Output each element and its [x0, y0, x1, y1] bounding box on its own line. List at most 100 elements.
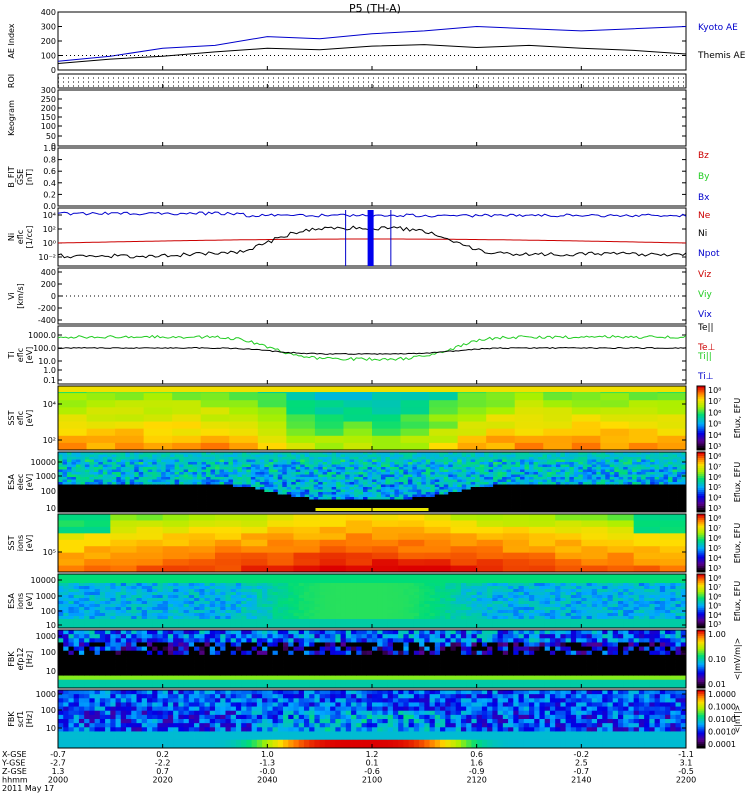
esa-ion-spectrogram-cell [220, 583, 226, 587]
esa-ion-spectrogram-cell [267, 580, 273, 584]
esa-elec-spectrogram-cell [354, 479, 359, 483]
esa-elec-spectrogram-cell [134, 494, 140, 498]
esa-elec-spectrogram-cell [641, 452, 647, 455]
esa-elec-spectrogram-cell [389, 469, 395, 473]
esa-ion-spectrogram-cell [173, 589, 179, 593]
esa-elec-spectrogram-cell [497, 484, 503, 488]
esa-elec-spectrogram-cell [578, 459, 584, 463]
esa-ion-spectrogram-cell [361, 586, 368, 590]
esa-elec-spectrogram-cell [345, 504, 350, 508]
esa-elec-spectrogram-cell [93, 497, 99, 500]
esa-elec-spectrogram-cell [376, 504, 382, 508]
esa-elec-spectrogram-cell [75, 477, 81, 480]
esa-elec-spectrogram-cell [143, 504, 149, 508]
esa-elec-spectrogram-cell [201, 509, 207, 513]
esa-elec-spectrogram-cell [632, 472, 638, 475]
esa-elec-spectrogram-cell [506, 469, 512, 473]
esa-elec-spectrogram-cell [448, 482, 454, 485]
esa-elec-spectrogram-cell [228, 502, 234, 505]
esa-elec-spectrogram-cell [452, 464, 458, 468]
esa-elec-spectrogram-cell [282, 484, 288, 488]
esa-ion-spectrogram-cell [178, 616, 184, 620]
esa-elec-spectrogram-cell [102, 467, 108, 470]
esa-elec-spectrogram-cell [120, 482, 126, 485]
esa-elec-spectrogram-cell [327, 452, 333, 455]
esa-elec-spectrogram-cell [524, 477, 530, 480]
esa-elec-spectrogram-cell [466, 504, 472, 508]
sst-ion-spectrogram-cell [476, 520, 504, 528]
esa-elec-spectrogram-cell [551, 487, 557, 490]
esa-elec-spectrogram-cell [75, 487, 81, 490]
esa-elec-spectrogram-cell [668, 479, 673, 483]
esa-elec-spectrogram-cell [206, 482, 211, 485]
esa-ion-spectrogram-cell [272, 622, 279, 626]
esa-elec-spectrogram-cell [650, 484, 655, 488]
esa-ion-spectrogram-cell [73, 586, 80, 590]
esa-ion-spectrogram-cell [293, 592, 300, 596]
esa-elec-spectrogram-cell [156, 464, 162, 468]
esa-ion-spectrogram-cell [167, 622, 174, 626]
esa-elec-spectrogram-cell [161, 489, 167, 493]
esa-ion-spectrogram-cell [225, 583, 232, 587]
esa-ion-spectrogram-cell [78, 574, 85, 578]
esa-elec-spectrogram-cell [587, 479, 593, 483]
esa-elec-spectrogram-cell [309, 454, 315, 458]
esa-elec-spectrogram-cell [116, 462, 122, 465]
esa-elec-spectrogram-cell [668, 472, 673, 475]
esa-elec-spectrogram-cell [66, 457, 72, 460]
esa-elec-spectrogram-cell [125, 502, 131, 505]
esa-elec-spectrogram-cell [605, 484, 611, 488]
esa-ion-spectrogram-cell [73, 610, 80, 614]
esa-elec-spectrogram-cell [591, 489, 597, 493]
esa-elec-spectrogram-cell [58, 467, 63, 470]
esa-elec-spectrogram-cell [677, 477, 682, 480]
esa-ion-spectrogram-cell [340, 616, 347, 620]
esa-elec-spectrogram-cell [282, 469, 288, 473]
esa-elec-spectrogram-cell [264, 484, 270, 488]
esa-elec-spectrogram-cell [98, 494, 104, 498]
esa-elec-spectrogram-cell [66, 494, 72, 498]
esa-elec-spectrogram-cell [304, 479, 310, 483]
esa-elec-spectrogram-cell [488, 479, 494, 483]
esa-ion-spectrogram-cell [241, 592, 247, 596]
esa-elec-spectrogram-cell [425, 497, 431, 500]
esa-elec-spectrogram-cell [304, 467, 310, 470]
esa-ion-spectrogram-cell [293, 586, 300, 590]
esa-elec-spectrogram-cell [354, 452, 359, 455]
esa-elec-spectrogram-cell [349, 479, 355, 483]
esa-ion-spectrogram-cell [324, 592, 331, 596]
esa-elec-spectrogram-cell [659, 487, 664, 490]
sst-ion-spectrogram-cell [607, 565, 635, 573]
esa-elec-spectrogram-cell [286, 504, 292, 508]
esa-elec-spectrogram-cell [394, 504, 400, 508]
esa-ion-spectrogram-cell [220, 580, 226, 584]
esa-ion-spectrogram-cell [272, 616, 279, 620]
sst-ion-spectrogram-cell [529, 546, 556, 554]
esa-elec-spectrogram-cell [143, 507, 149, 510]
esa-ion-spectrogram-cell [272, 583, 279, 587]
esa-ion-spectrogram-cell [319, 616, 326, 620]
esa-elec-spectrogram-cell [237, 477, 243, 480]
esa-elec-spectrogram-cell [138, 467, 144, 470]
esa-ion-spectrogram-cell [215, 577, 221, 581]
esa-ion-spectrogram-cell [398, 619, 404, 623]
esa-elec-spectrogram-cell [546, 502, 552, 505]
sst-elec-spectrogram-cell [86, 428, 116, 437]
esa-elec-spectrogram-cell [277, 459, 283, 463]
esa-elec-spectrogram-cell [241, 507, 247, 510]
esa-elec-spectrogram-cell [147, 504, 153, 508]
esa-ion-spectrogram-cell [330, 625, 336, 629]
esa-elec-spectrogram-cell [134, 469, 140, 473]
esa-elec-spectrogram-cell [300, 487, 306, 490]
esa-elec-spectrogram-cell [286, 502, 292, 505]
esa-elec-spectrogram-cell [273, 479, 279, 483]
esa-elec-spectrogram-cell [573, 474, 579, 478]
esa-elec-spectrogram-cell [515, 472, 521, 475]
esa-ion-spectrogram-cell [330, 583, 336, 587]
esa-elec-spectrogram-cell [309, 457, 315, 460]
esa-elec-spectrogram-cell [488, 452, 494, 455]
esa-elec-spectrogram-cell [452, 479, 458, 483]
esa-elec-spectrogram-cell [273, 494, 279, 498]
esa-elec-spectrogram-cell [156, 474, 162, 478]
sst-ion-spectrogram-cell [136, 565, 164, 573]
